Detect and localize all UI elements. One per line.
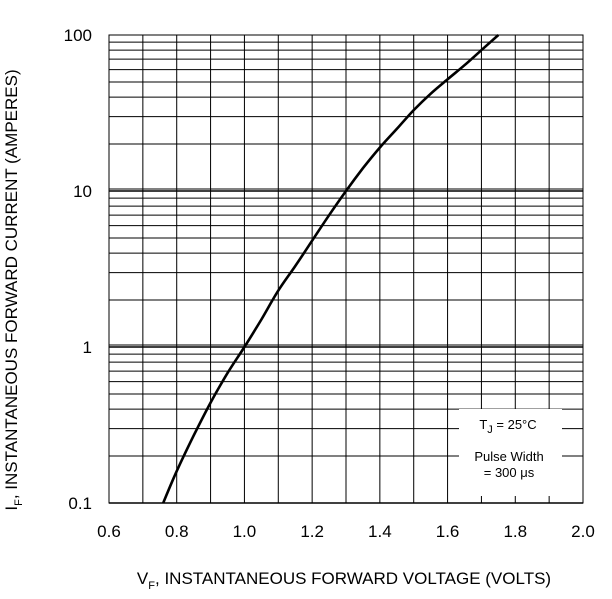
annotation-background (459, 409, 562, 496)
x-tick-label: 1.0 (233, 522, 257, 541)
series-group (161, 34, 500, 504)
x-tick-label: 1.2 (300, 522, 324, 541)
x-tick-label: 2.0 (571, 522, 595, 541)
pulse-width-annotation: Pulse Width (474, 449, 543, 464)
y-axis-title: IF, INSTANTANEOUS FORWARD CURRENT (AMPER… (2, 69, 25, 510)
tick-labels: 0.6 0.8 1.0 1.2 1.4 1.6 1.8 2.0 0.1 1 10 100 (64, 26, 595, 541)
y-tick-label: 1 (83, 338, 92, 357)
x-tick-label: 0.8 (165, 522, 189, 541)
x-tick-label: 1.6 (436, 522, 460, 541)
x-tick-label: 1.8 (503, 522, 527, 541)
pulse-width-value-annotation: = 300 μs (484, 465, 535, 480)
forward-current-curve (161, 34, 500, 504)
x-axis-title: VF, INSTANTANEOUS FORWARD VOLTAGE (VOLTS… (137, 569, 551, 592)
y-tick-label: 10 (73, 182, 92, 201)
x-tick-label: 1.4 (368, 522, 392, 541)
tj-annotation: TJ = 25°C (479, 417, 536, 436)
x-tick-label: 0.6 (97, 522, 121, 541)
y-tick-label: 0.1 (68, 494, 92, 513)
y-tick-label: 100 (64, 26, 92, 45)
grid (108, 34, 584, 504)
